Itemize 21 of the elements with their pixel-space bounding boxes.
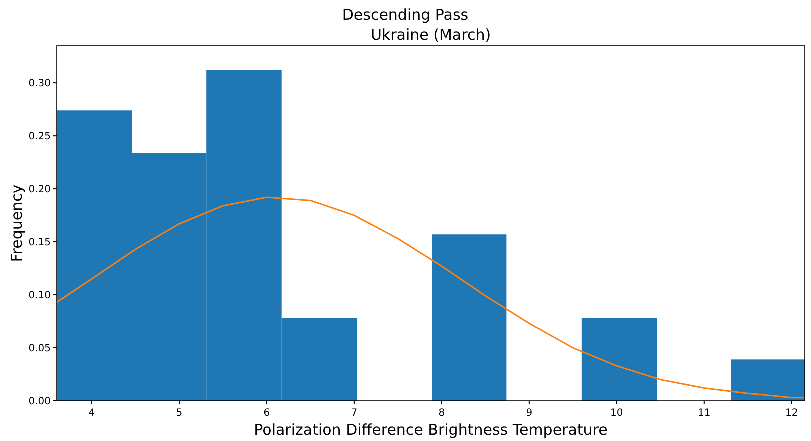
y-tick-label: 0.00 (28, 396, 51, 408)
x-tick-label: 7 (351, 408, 358, 419)
x-tick-label: 4 (88, 408, 96, 419)
x-axis-title: Polarization Difference Brightness Temperature (254, 421, 608, 439)
x-tick-label: 5 (176, 408, 183, 419)
chart-title: Descending Pass (342, 6, 469, 24)
chart-subtitle: Ukraine (March) (370, 26, 492, 44)
line-series (57, 196, 805, 399)
y-tick-label: 0.30 (28, 78, 51, 90)
y-axis-title: Frequency (8, 184, 26, 262)
y-tick-label: 0.25 (28, 132, 51, 143)
y-tick-label: 0.10 (28, 290, 51, 302)
x-tick-label: 10 (610, 408, 624, 419)
x-tick-label: 9 (526, 408, 533, 419)
x-tick-label: 8 (438, 408, 446, 419)
y-tick-label: 0.20 (28, 184, 51, 196)
y-tick-label: 0.05 (28, 344, 51, 355)
y-tick-label: 0.15 (28, 238, 51, 249)
x-tick-label: 11 (698, 408, 711, 419)
x-tick-label: 6 (264, 408, 270, 419)
x-tick-label: 12 (786, 408, 798, 419)
